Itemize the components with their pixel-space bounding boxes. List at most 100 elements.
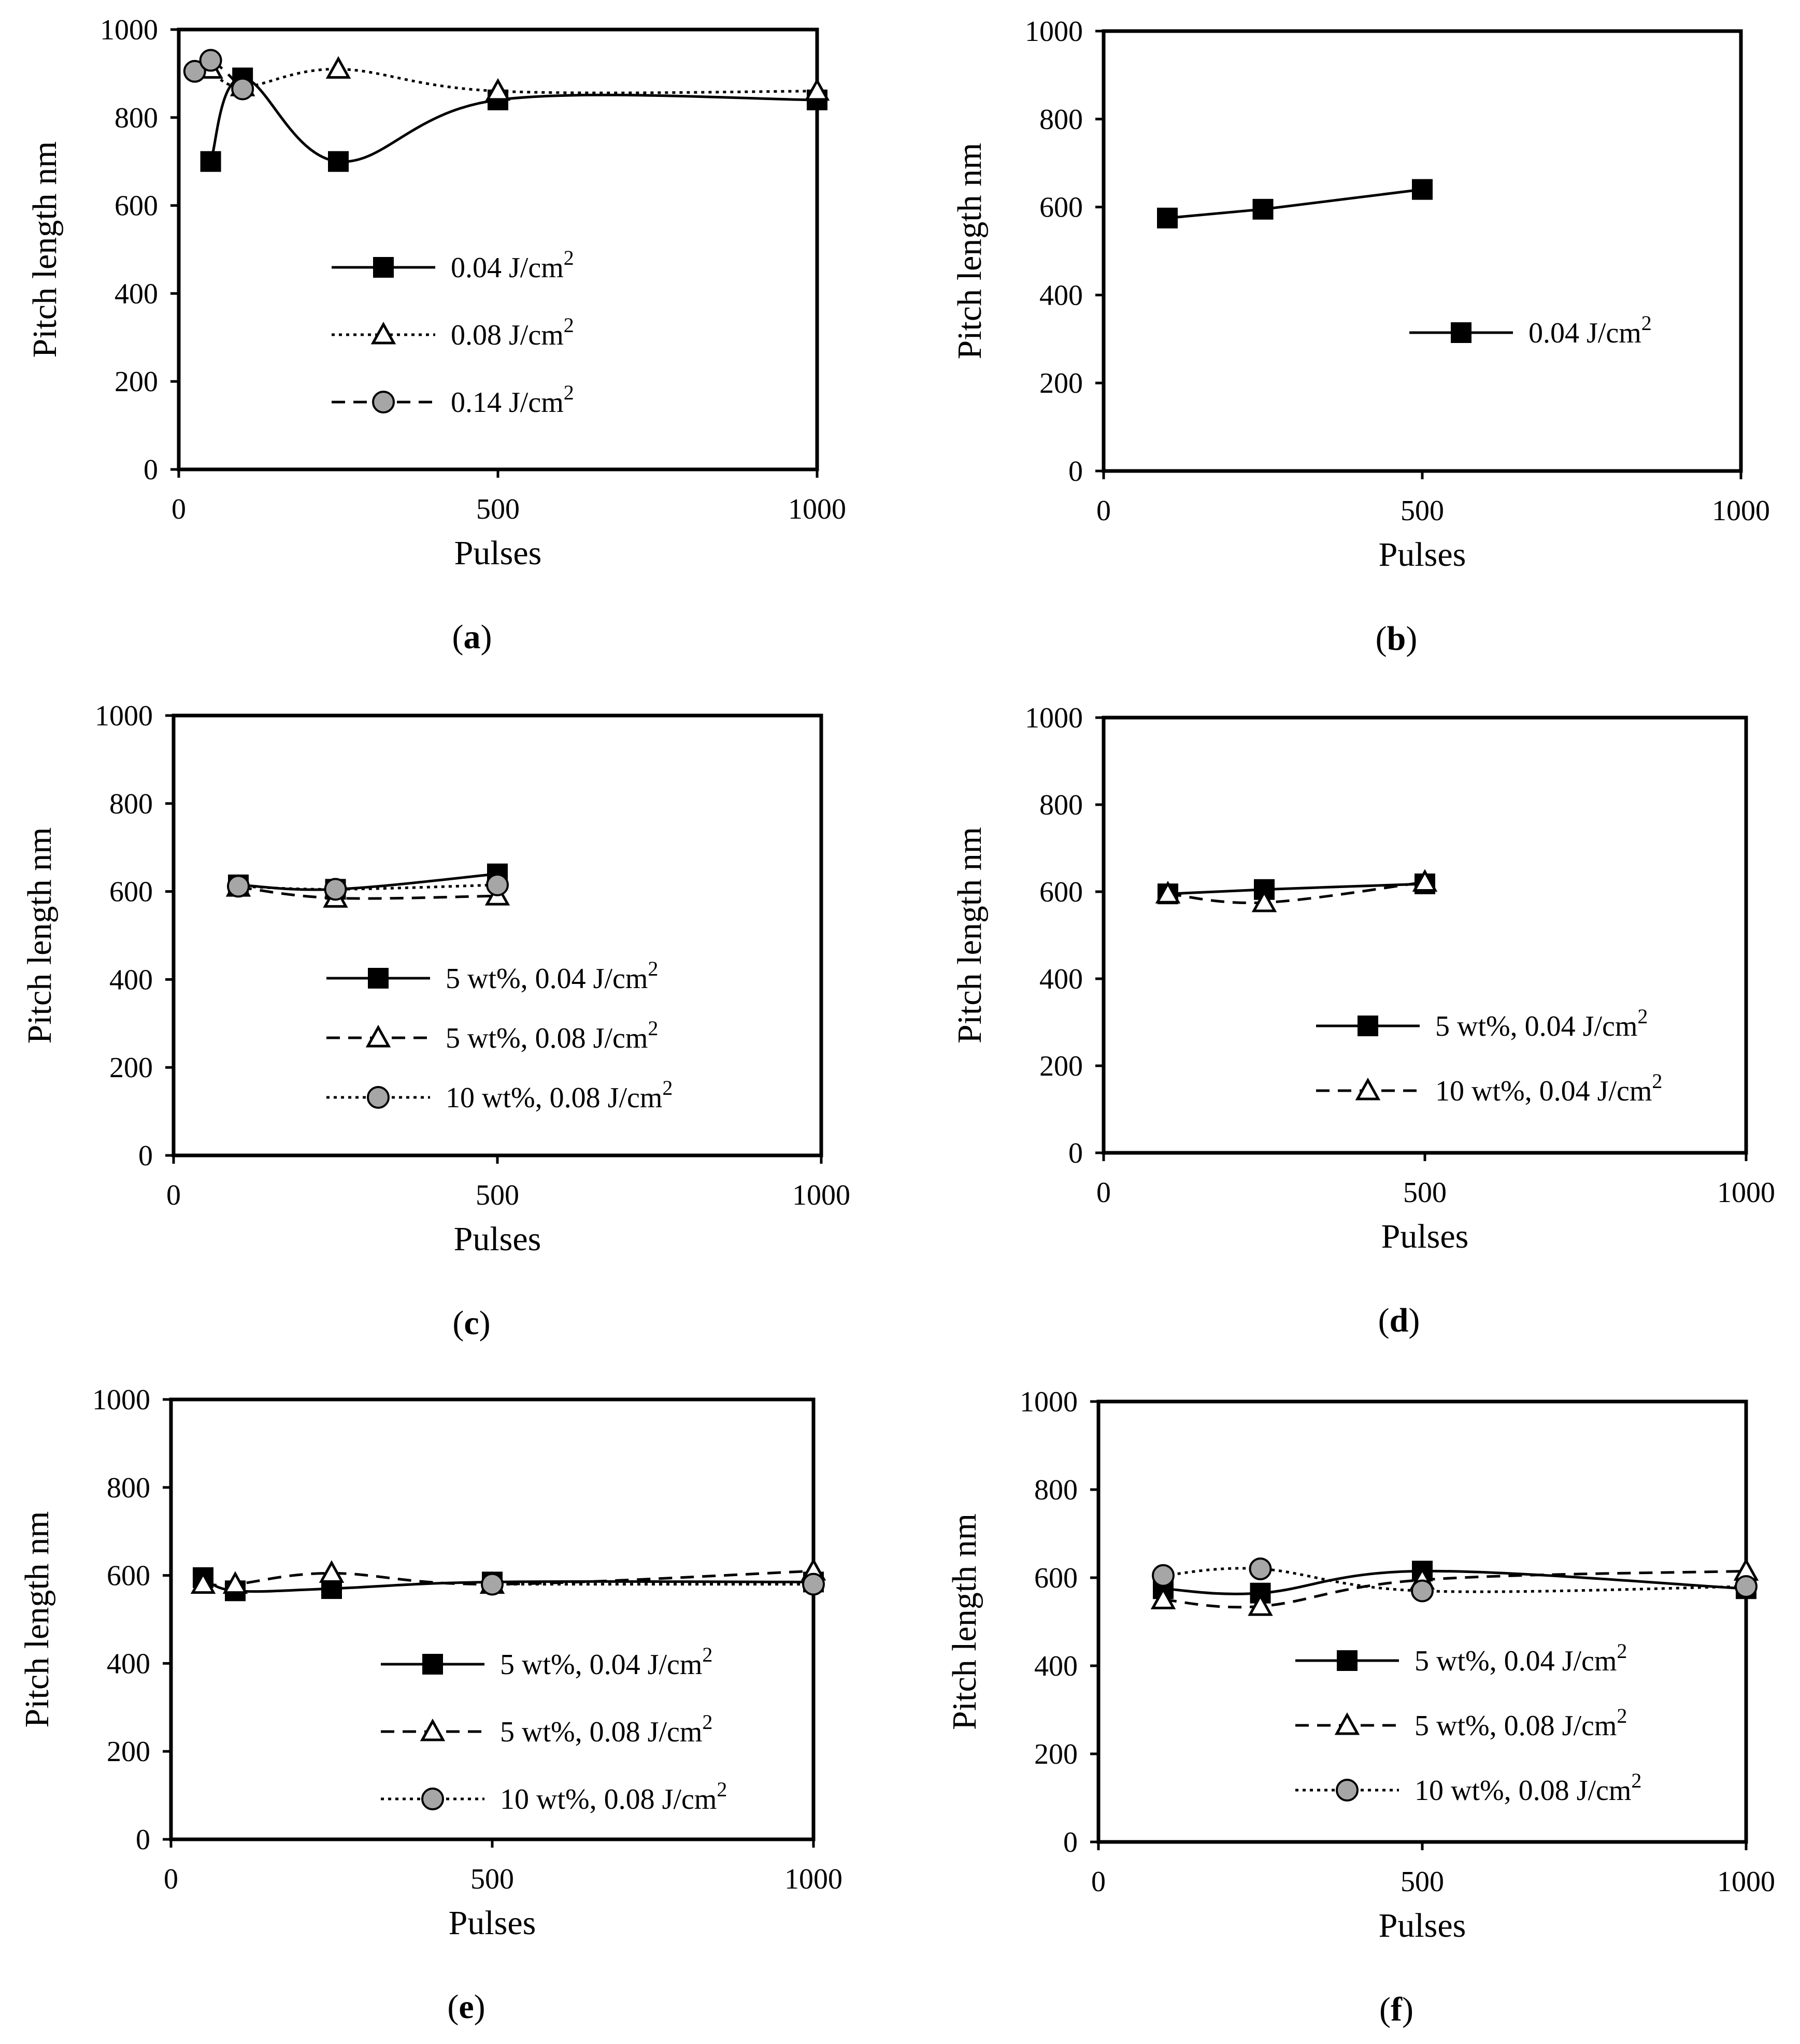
y-axis-title: Pitch length nm bbox=[951, 143, 989, 360]
y-tick-label: 800 bbox=[109, 788, 153, 820]
legend-marker bbox=[365, 1024, 391, 1048]
data-point bbox=[325, 56, 351, 79]
legend-marker bbox=[421, 1788, 444, 1810]
legend-label: 0.14 J/cm2 bbox=[451, 381, 574, 419]
y-tick-label: 0 bbox=[1068, 1137, 1083, 1169]
y-tick-label: 200 bbox=[109, 1052, 153, 1084]
legend-label: 0.04 J/cm2 bbox=[1528, 311, 1652, 349]
legend-marker bbox=[1337, 1650, 1358, 1671]
y-tick-label: 1000 bbox=[1025, 702, 1083, 734]
legend-marker bbox=[1451, 322, 1472, 343]
legend-entry: 0.08 J/cm2 bbox=[332, 313, 574, 351]
y-tick-label: 800 bbox=[1039, 789, 1083, 821]
legend-label: 5 wt%, 0.08 J/cm2 bbox=[500, 1710, 712, 1748]
x-tick-label: 0 bbox=[1091, 1866, 1106, 1898]
series-line bbox=[1167, 881, 1425, 905]
y-axis-title: Pitch length nm bbox=[18, 1511, 56, 1728]
chart-panel-b: 0 200 400 600 800 1000 0 500 1000 Pulses Pitch len… bbox=[951, 16, 1770, 657]
legend-entry: 5 wt%, 0.08 J/cm2 bbox=[381, 1710, 712, 1748]
legend-marker bbox=[420, 1718, 446, 1741]
data-point bbox=[1735, 1575, 1758, 1598]
legend-entry: 5 wt%, 0.08 J/cm2 bbox=[326, 1017, 658, 1054]
x-axis-title: Pulses bbox=[454, 534, 542, 572]
y-tick-label: 600 bbox=[109, 876, 153, 908]
legend-label: 0.08 J/cm2 bbox=[451, 313, 574, 351]
y-tick-label: 800 bbox=[1034, 1474, 1078, 1506]
x-tick-label: 1000 bbox=[1717, 1177, 1775, 1209]
panel-label: (a) bbox=[452, 618, 492, 656]
data-point bbox=[324, 878, 347, 901]
legend-marker bbox=[1336, 1779, 1359, 1802]
x-tick-label: 500 bbox=[470, 1863, 514, 1895]
data-point bbox=[227, 875, 250, 898]
y-tick-label: 400 bbox=[115, 278, 158, 310]
data-point bbox=[1252, 198, 1274, 220]
x-axis-title: Pulses bbox=[1381, 1218, 1469, 1255]
data-point bbox=[200, 151, 221, 172]
y-tick-label: 0 bbox=[144, 454, 158, 486]
data-point bbox=[231, 77, 254, 101]
data-point bbox=[1150, 1586, 1176, 1609]
legend-marker bbox=[1334, 1712, 1360, 1735]
y-tick-label: 200 bbox=[1034, 1738, 1078, 1770]
x-tick-label: 0 bbox=[164, 1863, 178, 1895]
y-tick-label: 200 bbox=[1039, 367, 1083, 399]
series-line bbox=[1167, 188, 1423, 220]
y-axis-title: Pitch length nm bbox=[21, 827, 59, 1044]
data-point bbox=[1412, 869, 1438, 892]
legend-marker bbox=[1358, 1016, 1378, 1036]
y-tick-label: 1000 bbox=[100, 14, 158, 46]
panel-label: (e) bbox=[447, 1988, 485, 2026]
x-axis-title: Pulses bbox=[1379, 1907, 1466, 1945]
y-tick-label: 1000 bbox=[95, 700, 153, 732]
panel-label: (b) bbox=[1376, 620, 1418, 657]
series-line bbox=[238, 885, 498, 900]
legend-entry: 0.04 J/cm2 bbox=[332, 246, 574, 284]
legend-entry: 10 wt%, 0.04 J/cm2 bbox=[1316, 1069, 1662, 1107]
y-tick-label: 200 bbox=[1039, 1050, 1083, 1082]
data-point bbox=[804, 78, 830, 101]
data-point bbox=[319, 1560, 345, 1583]
legend-label: 5 wt%, 0.08 J/cm2 bbox=[446, 1017, 658, 1054]
x-tick-label: 1000 bbox=[1712, 495, 1770, 527]
plot-frame bbox=[1102, 29, 1743, 473]
y-tick-label: 400 bbox=[1039, 963, 1083, 995]
legend-marker bbox=[368, 968, 389, 989]
y-tick-label: 400 bbox=[109, 964, 153, 996]
y-tick-label: 600 bbox=[1039, 876, 1083, 908]
y-tick-label: 1000 bbox=[1020, 1386, 1078, 1418]
legend-label: 5 wt%, 0.04 J/cm2 bbox=[1415, 1639, 1627, 1677]
series-line bbox=[238, 883, 498, 891]
y-tick-label: 0 bbox=[138, 1140, 153, 1172]
data-point bbox=[802, 1573, 825, 1596]
panel-label: (f) bbox=[1379, 1991, 1413, 2028]
chart-panel-f: 0 200 400 600 800 1000 0 500 1000 Pulses Pitch len… bbox=[946, 1386, 1775, 2028]
y-tick-label: 600 bbox=[115, 190, 158, 222]
x-tick-label: 500 bbox=[1403, 1177, 1447, 1209]
chart-panel-c: 0 200 400 600 800 1000 0 500 1000 Pulses Pitch len… bbox=[21, 700, 850, 1342]
legend-label: 10 wt%, 0.08 J/cm2 bbox=[446, 1076, 673, 1114]
panel-label: (d) bbox=[1378, 1302, 1420, 1339]
legend-entry: 0.04 J/cm2 bbox=[1409, 311, 1652, 349]
legend-marker bbox=[367, 1086, 390, 1109]
y-tick-label: 800 bbox=[1039, 104, 1083, 136]
chart-panel-a: 0 200 400 600 800 1000 0 500 1000 Pulses Pitch len… bbox=[26, 14, 846, 656]
y-axis-title: Pitch length nm bbox=[951, 827, 989, 1044]
data-point bbox=[183, 60, 206, 83]
y-tick-label: 800 bbox=[107, 1472, 150, 1504]
legend-marker bbox=[372, 391, 395, 413]
data-point bbox=[1152, 1564, 1175, 1587]
legend-label: 10 wt%, 0.04 J/cm2 bbox=[1435, 1069, 1662, 1107]
panel-label: (c) bbox=[452, 1304, 490, 1342]
legend-marker bbox=[1355, 1077, 1381, 1100]
x-tick-label: 1000 bbox=[784, 1863, 842, 1895]
data-point bbox=[1157, 207, 1178, 228]
x-tick-label: 1000 bbox=[792, 1179, 850, 1211]
y-tick-label: 600 bbox=[107, 1560, 150, 1592]
y-tick-label: 400 bbox=[1034, 1650, 1078, 1682]
legend-label: 5 wt%, 0.04 J/cm2 bbox=[446, 957, 658, 995]
data-point bbox=[190, 1571, 216, 1594]
series-line bbox=[1163, 1569, 1747, 1609]
x-axis-title: Pulses bbox=[454, 1220, 541, 1258]
